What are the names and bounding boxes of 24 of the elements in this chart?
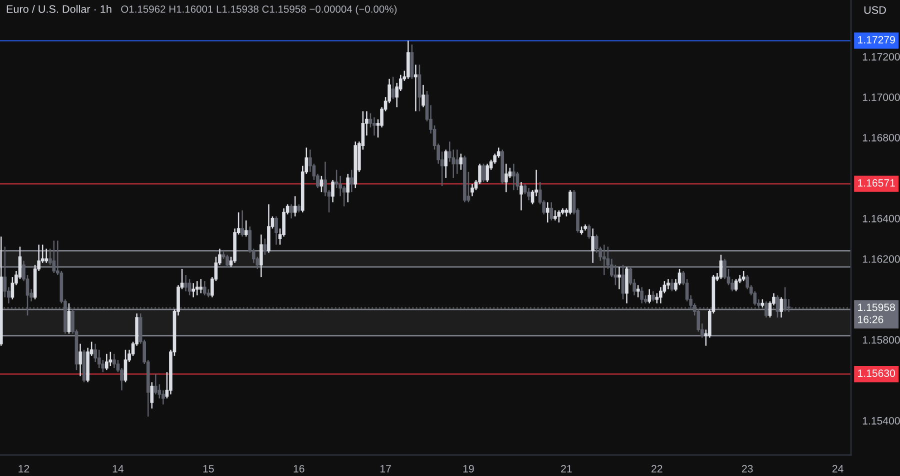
x-tick-label: 14 <box>112 465 124 472</box>
x-tick-label: 16 <box>294 465 304 472</box>
x-tick-label: 12 <box>18 465 30 472</box>
y-tick-label: 1.17200 <box>862 53 900 61</box>
y-tick-label: 1.15800 <box>862 336 900 344</box>
x-tick-label: 21 <box>561 465 572 472</box>
y-tick-label: 1.16200 <box>862 255 900 263</box>
x-tick-label: 22 <box>652 465 662 472</box>
x-tick-label: 17 <box>380 465 391 472</box>
chart-subtitle: O1.15962 H1.16001 L1.15938 C1.15958 −0.00004 (−0.00%) <box>121 5 397 15</box>
x-tick-label: 15 <box>203 465 214 472</box>
x-tick-label: 23 <box>742 465 753 472</box>
y-tick-label: 1.17000 <box>862 94 900 101</box>
chart-title: Euro / U.S. Dollar · 1h <box>6 4 112 13</box>
ref-line-label: 1.15958 16:26 <box>858 304 895 324</box>
ref-line-label: 1.17279 <box>858 36 895 44</box>
y-tick-label: 1.15400 <box>862 417 900 425</box>
ref-line-label: 1.16571 <box>858 179 895 187</box>
x-tick-label: 24 <box>832 465 844 472</box>
y-tick-label: 1.16400 <box>862 214 900 222</box>
y-axis-title: USD <box>864 6 886 14</box>
ref-line-label: 1.15630 <box>858 369 895 377</box>
x-tick-label: 19 <box>463 465 474 472</box>
y-tick-label: 1.16800 <box>862 134 900 142</box>
